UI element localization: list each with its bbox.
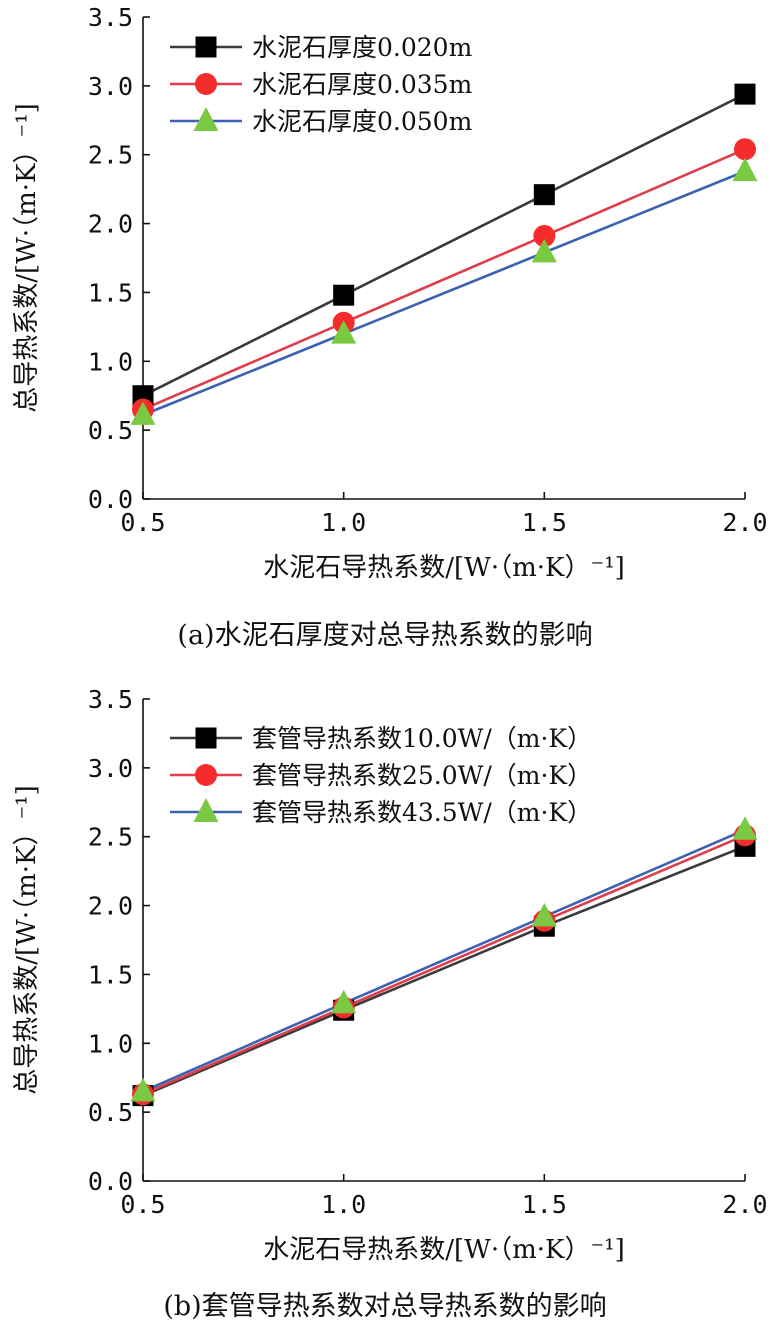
figure-caption: (a)水泥石厚度对总导热系数的影响 [177,620,592,651]
figure-caption: (b)套管导热系数对总导热系数的影响 [163,1291,606,1322]
x-tick-label: 1.0 [321,508,366,537]
x-tick-label: 1.0 [321,1190,366,1219]
legend-marker-circle [195,73,217,95]
series-line-2 [142,834,746,1096]
series-line-2 [142,148,746,411]
x-tick-label: 1.5 [522,508,567,537]
series-line-1 [142,92,746,397]
data-point-series-2 [533,224,556,247]
y-tick-label: 2.5 [88,823,133,852]
x-tick-label: 0.5 [120,508,165,537]
y-tick-label: 3.5 [88,3,133,32]
data-point-series-3 [531,902,557,927]
legend-entry-label: 水泥石厚度0.020m [252,33,473,62]
y-tick-label: 0.0 [88,485,133,514]
data-point-series-3 [130,401,156,425]
y-tick-label: 3.0 [88,72,133,101]
y-tick-label: 2.0 [88,210,133,239]
y-tick-label: 3.0 [88,754,133,783]
y-tick-label: 1.0 [88,347,133,376]
legend: 水泥石厚度0.020m 水泥石厚度0.035m 水泥石厚度0.050m [170,33,473,136]
data-point-series-1 [333,284,355,306]
chart-panel-a: 0.00.51.01.52.02.53.03.50.5 1.0 1.5 2.0水泥石导… [12,3,768,651]
x-axis-label: 水泥石导热系数/[W·（m·K）⁻¹] [263,553,625,583]
y-axis-label: 总导热系数/[W·（m·K）⁻¹] [12,103,42,413]
legend-marker-circle [195,764,217,786]
data-point-series-1 [734,83,756,105]
series-line-3 [142,170,746,417]
legend-marker-triangle [193,107,219,131]
x-axis-label: 水泥石导热系数/[W·（m·K）⁻¹] [263,1235,625,1265]
data-point-series-3 [531,238,557,263]
series-line-1 [142,845,746,1097]
x-tick-label: 2.0 [722,1190,767,1219]
y-tick-label: 0.5 [88,416,133,445]
legend-entry-label: 水泥石厚度0.050m [252,107,473,136]
y-tick-label: 2.5 [88,141,133,170]
data-point-series-3 [331,320,357,344]
legend-marker-square [195,727,217,749]
y-tick-label: 0.5 [88,1098,133,1127]
y-tick-label: 0.0 [88,1167,133,1196]
legend-entry-label: 水泥石厚度0.035m [252,70,473,99]
y-tick-label: 1.5 [88,278,133,307]
data-point-series-3 [331,989,357,1014]
legend-marker-square [195,36,217,58]
legend-entry-label: 套管导热系数10.0W/（m·K） [252,724,592,753]
y-tick-label: 2.0 [88,892,133,921]
series-line-3 [142,828,746,1093]
data-point-series-1 [533,184,555,206]
data-point-series-3 [130,1077,156,1102]
data-point-series-3 [732,816,758,840]
legend-entry-label: 套管导热系数25.0W/（m·K） [252,761,592,790]
data-point-series-2 [734,138,756,161]
x-tick-label: 2.0 [722,508,767,537]
y-axis-label: 总导热系数/[W·（m·K）⁻¹] [12,785,42,1095]
x-tick-label: 1.5 [522,1190,567,1219]
y-tick-label: 1.5 [88,960,133,989]
data-point-series-3 [732,157,758,182]
legend-marker-triangle [193,798,219,822]
y-tick-label: 1.0 [88,1029,133,1058]
legend: 套管导热系数10.0W/（m·K） 套管导热系数25.0W/（m·K） 套管导热系数… [170,724,592,827]
y-tick-label: 3.5 [88,685,133,714]
x-tick-label: 0.5 [120,1190,165,1219]
chart-panel-b: 0.00.51.01.52.02.53.03.50.5 1.0 1.5 2.0水泥石导… [12,685,768,1322]
legend-entry-label: 套管导热系数43.5W/（m·K） [252,798,592,827]
